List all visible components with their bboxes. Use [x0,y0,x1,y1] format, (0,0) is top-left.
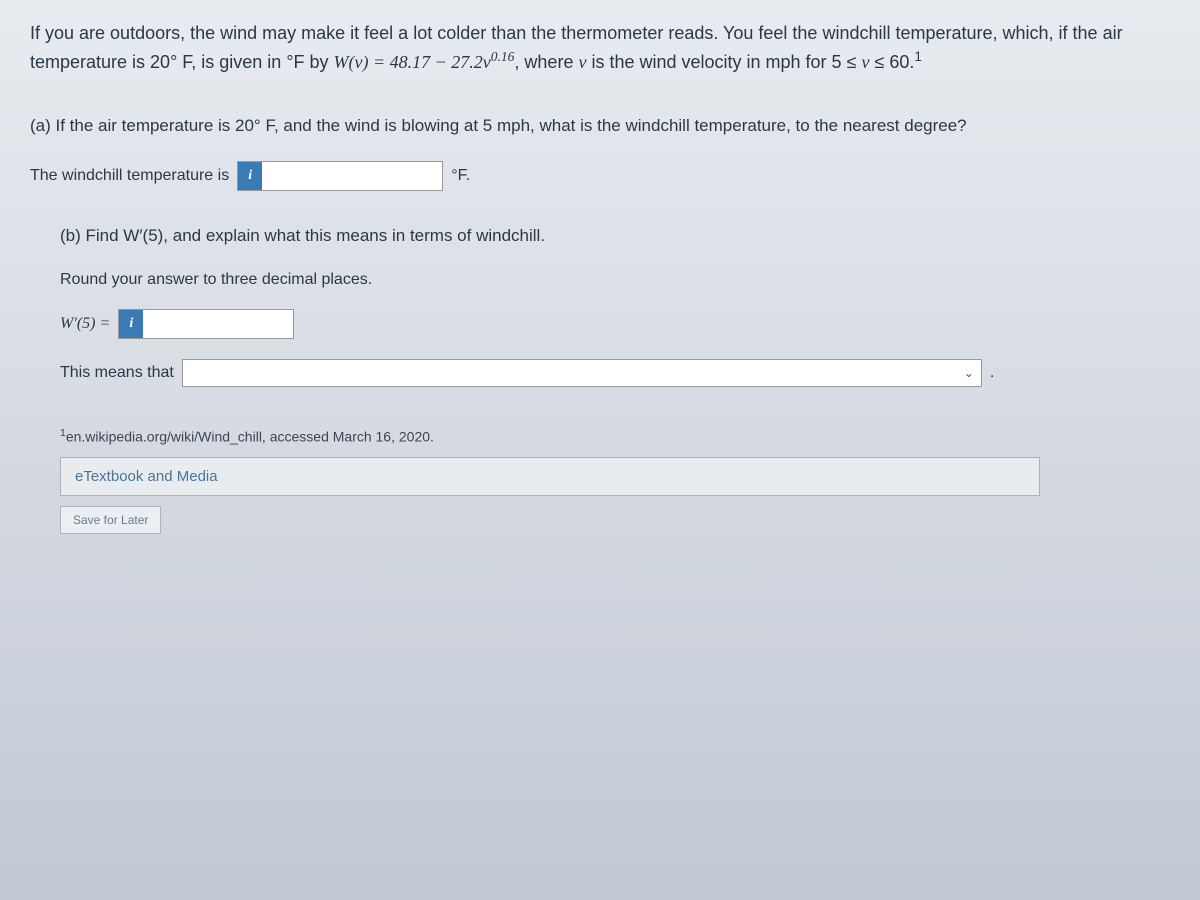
etextbook-button[interactable]: eTextbook and Media [60,457,1040,496]
derivative-input-wrapper: i [118,309,294,339]
part-a-label: The windchill temperature is [30,167,229,185]
footnote: 1en.wikipedia.org/wiki/Wind_chill, acces… [30,427,1170,445]
problem-statement: If you are outdoors, the wind may make i… [30,20,1170,76]
info-icon: i [119,310,143,338]
part-b-instruction: Round your answer to three decimal place… [60,271,1170,289]
means-period: . [990,364,994,382]
derivative-answer-input[interactable] [143,310,293,338]
info-icon: i [238,162,262,190]
part-b: (b) Find W′(5), and explain what this me… [30,226,1170,387]
part-a-input-wrapper: i [237,161,443,191]
windchill-answer-input[interactable] [262,162,442,190]
save-for-later-button[interactable]: Save for Later [60,506,161,534]
means-label: This means that [60,364,174,382]
part-a: (a) If the air temperature is 20° F, and… [30,116,1170,191]
part-b-question: (b) Find W′(5), and explain what this me… [60,226,1170,246]
part-a-question: (a) If the air temperature is 20° F, and… [30,116,1170,136]
means-select[interactable] [182,359,982,387]
derivative-label: W′(5) = [60,315,110,333]
part-a-unit: °F. [451,167,470,185]
